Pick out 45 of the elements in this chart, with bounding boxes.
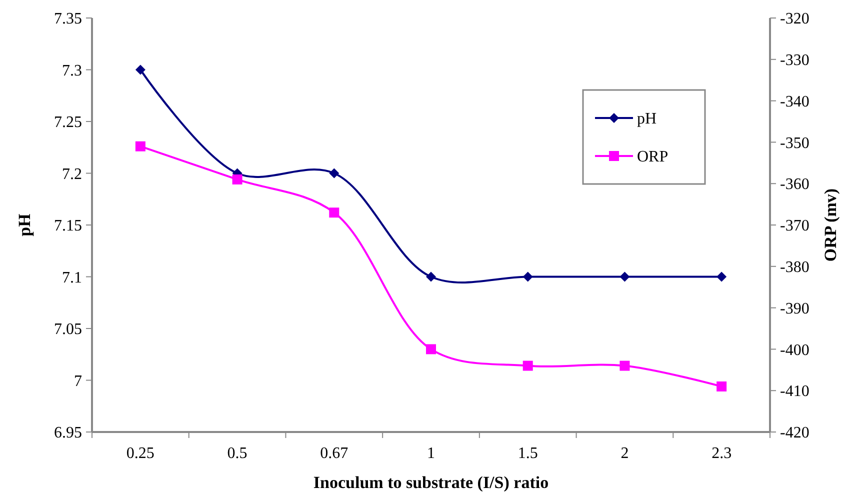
point (620, 360, 630, 371)
y-tick-label: 7.15 (54, 218, 82, 235)
y2-tick-label: -350 (780, 134, 810, 152)
y-tick-label: 7.3 (62, 62, 82, 80)
x-tick-label: 1.5 (518, 445, 538, 462)
y-axis-title: pH (15, 214, 34, 236)
x-axis-title: Inoculum to substrate (I/S) ratio (313, 473, 549, 492)
point (522, 272, 533, 282)
point (716, 381, 727, 392)
y-tick-label: 7.05 (54, 321, 82, 338)
y2-tick-label: -410 (780, 383, 810, 400)
y2-tick-label: -340 (780, 93, 810, 110)
x-tick-label: 1 (427, 445, 435, 462)
y2-tick-label: -420 (780, 424, 810, 442)
y2-axis-title: ORP (mv) (821, 188, 840, 262)
x-tick-label: 0.5 (227, 445, 248, 462)
y2-tick-label: -320 (780, 10, 810, 28)
y-tick-label: 6.95 (54, 424, 82, 442)
legend-label: pH (637, 110, 657, 128)
y2-tick-label: -330 (780, 52, 810, 69)
point (232, 174, 242, 184)
point (135, 141, 146, 152)
point (329, 168, 340, 178)
legend-label: ORP (637, 148, 668, 166)
y2-tick-label: -370 (780, 218, 810, 235)
y-tick-label: 7.1 (62, 269, 82, 286)
point (426, 272, 436, 282)
y2-tick-label: -360 (780, 176, 810, 194)
point (426, 344, 436, 354)
y2-tick-label: -390 (780, 300, 810, 318)
y-tick-label: 7 (74, 372, 82, 390)
y-tick-label: 7.35 (54, 10, 82, 28)
y2-tick-label: -380 (780, 259, 810, 276)
y2-tick-label: -400 (780, 342, 810, 359)
x-tick-label: 2.3 (712, 445, 732, 462)
x-tick-label: 0.67 (320, 445, 348, 462)
x-tick-label: 0.25 (126, 445, 154, 462)
point (329, 208, 340, 218)
point (620, 272, 630, 282)
y-tick-label: 7.2 (62, 166, 82, 183)
point (135, 64, 146, 75)
x-tick-label: 2 (620, 445, 629, 462)
point (522, 360, 533, 371)
point (716, 272, 727, 282)
y-tick-label: 7.25 (54, 114, 82, 132)
